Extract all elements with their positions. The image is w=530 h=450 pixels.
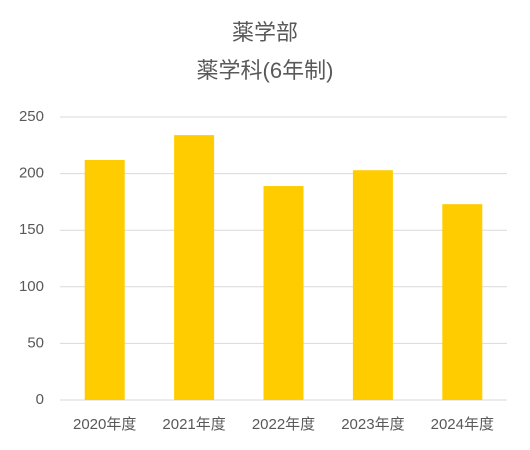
y-tick-label: 150 <box>19 221 44 238</box>
bar <box>174 135 215 400</box>
y-tick-label: 250 <box>19 108 44 125</box>
bar <box>84 160 125 400</box>
y-tick-label: 50 <box>27 334 44 351</box>
y-tick-label: 100 <box>19 278 44 295</box>
x-tick-label: 2022年度 <box>252 416 315 433</box>
bar <box>442 204 483 400</box>
bar <box>352 170 393 400</box>
x-tick-label: 2024年度 <box>431 416 494 433</box>
chart-title: 薬学部 <box>232 20 298 45</box>
bar <box>263 186 304 400</box>
y-tick-label: 200 <box>19 165 44 182</box>
chart-subtitle: 薬学科(6年制) <box>197 58 334 83</box>
y-tick-label: 0 <box>36 391 44 408</box>
x-tick-label: 2023年度 <box>341 416 404 433</box>
x-tick-label: 2021年度 <box>162 416 225 433</box>
x-tick-label: 2020年度 <box>73 416 136 433</box>
